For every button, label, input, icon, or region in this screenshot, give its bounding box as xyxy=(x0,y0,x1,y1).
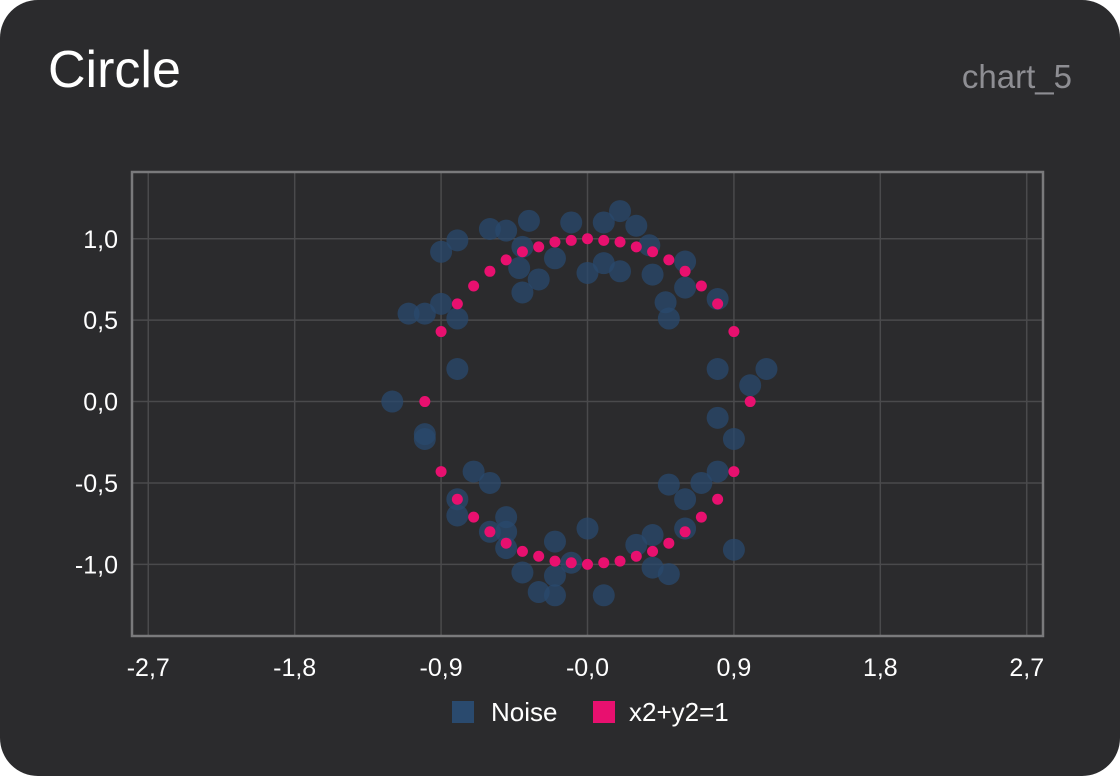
y-tick-label: -0,5 xyxy=(75,470,118,498)
noise-point xyxy=(658,308,680,330)
noise-point xyxy=(414,428,436,450)
noise-point xyxy=(577,518,599,540)
noise-point xyxy=(609,200,631,222)
circle-point xyxy=(598,557,609,568)
noise-point xyxy=(511,281,533,303)
noise-point xyxy=(544,531,566,553)
noise-point xyxy=(674,277,696,299)
x-tick-label: -0,9 xyxy=(420,654,463,682)
x-tick-label: -1,8 xyxy=(273,654,316,682)
circle-point xyxy=(696,512,707,523)
x-tick-label: 1,8 xyxy=(863,654,898,682)
circle-point xyxy=(598,235,609,246)
noise-point xyxy=(642,264,664,286)
noise-point xyxy=(446,308,468,330)
circle-point xyxy=(517,546,528,557)
noise-point xyxy=(479,472,501,494)
noise-point xyxy=(495,220,517,242)
circle-point xyxy=(728,466,739,477)
circle-point xyxy=(631,551,642,562)
legend-swatch-0 xyxy=(452,701,474,723)
noise-point xyxy=(707,358,729,380)
circle-point xyxy=(745,396,756,407)
noise-point xyxy=(511,562,533,584)
legend: Noise x2+y2=1 xyxy=(452,697,729,727)
circle-point xyxy=(452,298,463,309)
noise-point xyxy=(577,262,599,284)
circle-point xyxy=(728,326,739,337)
circle-point xyxy=(468,280,479,291)
noise-point xyxy=(446,358,468,380)
circle-point xyxy=(549,237,560,248)
circle-point xyxy=(615,237,626,248)
circle-point xyxy=(501,254,512,265)
noise-point xyxy=(560,211,582,233)
circle-point xyxy=(517,246,528,257)
circle-point xyxy=(680,266,691,277)
legend-label-1: x2+y2=1 xyxy=(629,697,729,727)
circle-point xyxy=(663,538,674,549)
noise-point xyxy=(609,260,631,282)
noise-point xyxy=(446,505,468,527)
noise-point xyxy=(381,391,403,413)
x-axis-ticks: -2,7 -1,8 -0,9 -0,0 0,9 1,8 2,7 xyxy=(127,654,1044,682)
legend-label-0: Noise xyxy=(491,697,557,727)
noise-point xyxy=(593,584,615,606)
noise-point xyxy=(430,293,452,315)
circle-point xyxy=(712,298,723,309)
circle-point xyxy=(484,526,495,537)
y-tick-label: 1,0 xyxy=(83,226,118,254)
noise-point xyxy=(625,215,647,237)
circle-point xyxy=(468,512,479,523)
noise-point xyxy=(723,428,745,450)
circle-point xyxy=(452,494,463,505)
noise-point xyxy=(518,210,540,232)
noise-point xyxy=(544,247,566,269)
circle-point xyxy=(533,551,544,562)
x-tick-label: 0,9 xyxy=(717,654,752,682)
circle-point xyxy=(663,254,674,265)
circle-point xyxy=(419,396,430,407)
circle-point xyxy=(566,235,577,246)
x-tick-label: -2,7 xyxy=(127,654,170,682)
circle-point xyxy=(615,556,626,567)
circle-point xyxy=(566,557,577,568)
noise-point xyxy=(658,563,680,585)
noise-point xyxy=(544,565,566,587)
circle-point xyxy=(680,526,691,537)
noise-point xyxy=(446,229,468,251)
circle-point xyxy=(501,538,512,549)
y-axis-ticks: 1,0 0,5 0,0 -0,5 -1,0 xyxy=(75,226,118,580)
circle-point xyxy=(647,246,658,257)
circle-point xyxy=(582,233,593,244)
circle-point xyxy=(712,494,723,505)
noise-point xyxy=(674,488,696,510)
y-tick-label: -1,0 xyxy=(75,551,118,579)
noise-point xyxy=(690,472,712,494)
circle-point xyxy=(549,556,560,567)
noise-point xyxy=(739,374,761,396)
x-tick-label: 2,7 xyxy=(1009,654,1044,682)
y-tick-label: 0,0 xyxy=(83,389,118,417)
circle-point xyxy=(631,241,642,252)
circle-point xyxy=(484,266,495,277)
circle-point xyxy=(582,559,593,570)
circle-point xyxy=(696,280,707,291)
circle-point xyxy=(436,326,447,337)
noise-point xyxy=(723,539,745,561)
noise-point xyxy=(544,584,566,606)
y-tick-label: 0,5 xyxy=(83,307,118,335)
circle-point xyxy=(647,546,658,557)
noise-point xyxy=(755,358,777,380)
x-tick-label: -0,0 xyxy=(566,654,609,682)
noise-point xyxy=(707,407,729,429)
noise-point xyxy=(658,474,680,496)
circle-point xyxy=(436,466,447,477)
circle-point xyxy=(533,241,544,252)
legend-swatch-1 xyxy=(593,701,615,723)
